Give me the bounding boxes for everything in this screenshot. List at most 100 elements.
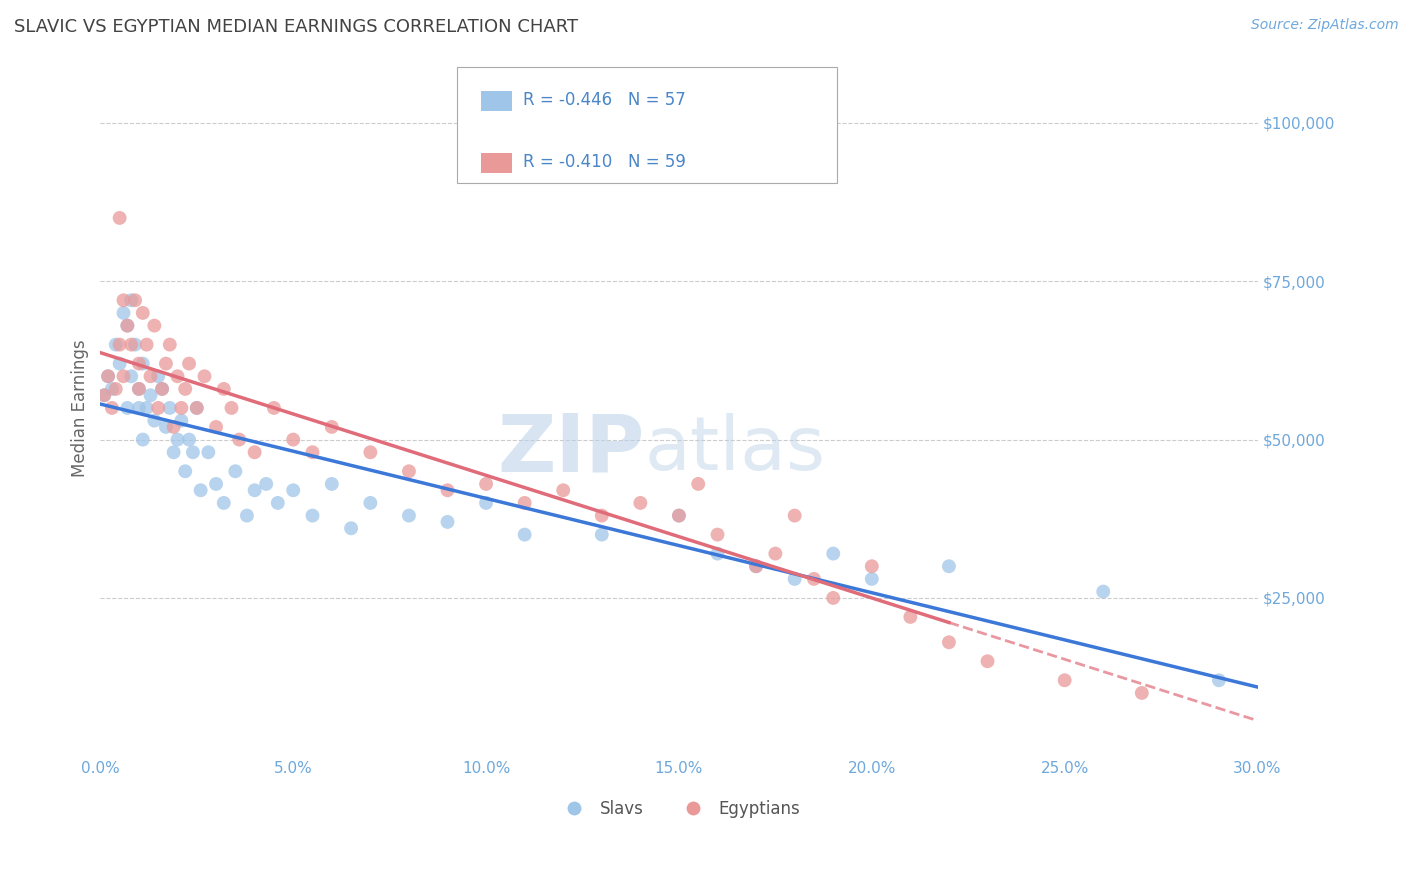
Point (205, 477, 228, 491)
Point (745, 559, 768, 574)
Point (186, 401, 208, 415)
Point (155, 420, 177, 434)
Point (263, 401, 285, 415)
Legend: Slavs, Egyptians: Slavs, Egyptians (551, 793, 807, 824)
Point (108, 211, 131, 225)
Point (267, 496, 290, 510)
Point (301, 508, 323, 523)
Point (166, 369, 188, 384)
Text: Source: ZipAtlas.com: Source: ZipAtlas.com (1251, 18, 1399, 32)
Text: R = -0.446   N = 57: R = -0.446 N = 57 (523, 91, 686, 109)
Point (128, 401, 150, 415)
Point (236, 508, 259, 523)
Point (120, 337, 142, 351)
Point (398, 464, 420, 478)
Point (938, 559, 960, 574)
Text: R = -0.410   N = 59: R = -0.410 N = 59 (523, 153, 686, 171)
Point (112, 369, 135, 384)
Point (148, 401, 170, 415)
Point (1208, 673, 1230, 688)
Y-axis label: Median Earnings: Median Earnings (72, 339, 89, 476)
Point (143, 414, 166, 428)
Point (763, 547, 786, 561)
Point (181, 445, 204, 459)
Point (398, 508, 420, 523)
Point (898, 610, 921, 624)
Point (475, 477, 498, 491)
Point (823, 591, 845, 605)
Point (124, 337, 146, 351)
Point (162, 445, 184, 459)
Point (170, 414, 193, 428)
Point (132, 306, 155, 320)
Point (553, 483, 575, 498)
Point (359, 445, 381, 459)
Point (243, 445, 266, 459)
Point (591, 508, 613, 523)
Point (212, 382, 235, 396)
Point (174, 464, 197, 478)
Point (190, 483, 212, 498)
Point (159, 337, 181, 351)
Point (1092, 584, 1115, 599)
Point (688, 477, 710, 491)
Point (706, 527, 728, 541)
Text: SLAVIC VS EGYPTIAN MEDIAN EARNINGS CORRELATION CHART: SLAVIC VS EGYPTIAN MEDIAN EARNINGS CORRE… (14, 18, 578, 36)
Point (197, 445, 219, 459)
Point (340, 521, 363, 535)
Point (139, 388, 162, 402)
Point (112, 293, 135, 308)
Point (359, 496, 381, 510)
Point (475, 496, 498, 510)
Point (860, 572, 883, 586)
Point (976, 654, 998, 668)
Point (177, 357, 200, 371)
Point (162, 420, 184, 434)
Point (166, 433, 188, 447)
Point (228, 433, 250, 447)
Point (128, 382, 150, 396)
Point (706, 547, 728, 561)
Point (1130, 686, 1153, 700)
Point (938, 635, 960, 649)
Point (668, 508, 690, 523)
Point (224, 464, 246, 478)
Point (104, 337, 127, 351)
Point (150, 382, 173, 396)
Point (143, 318, 166, 333)
Point (803, 572, 825, 586)
Point (301, 445, 323, 459)
Point (135, 401, 157, 415)
Point (668, 508, 690, 523)
Point (783, 508, 806, 523)
Point (177, 433, 200, 447)
Point (321, 477, 343, 491)
Point (148, 369, 170, 384)
Point (108, 357, 131, 371)
Point (120, 293, 142, 308)
Point (321, 420, 343, 434)
Point (860, 559, 883, 574)
Point (186, 401, 208, 415)
Point (628, 496, 651, 510)
Point (212, 496, 235, 510)
Point (128, 357, 150, 371)
Point (117, 318, 139, 333)
Point (101, 382, 124, 396)
Point (93, 388, 115, 402)
Point (243, 483, 266, 498)
Point (117, 318, 139, 333)
Point (159, 401, 181, 415)
Point (108, 337, 131, 351)
Point (104, 382, 127, 396)
Point (1053, 673, 1076, 688)
Point (128, 382, 150, 396)
Point (823, 547, 845, 561)
Point (124, 293, 146, 308)
Point (283, 483, 305, 498)
Point (132, 433, 155, 447)
Text: ZIP: ZIP (496, 410, 644, 489)
Point (135, 337, 157, 351)
Point (591, 527, 613, 541)
Point (132, 357, 155, 371)
